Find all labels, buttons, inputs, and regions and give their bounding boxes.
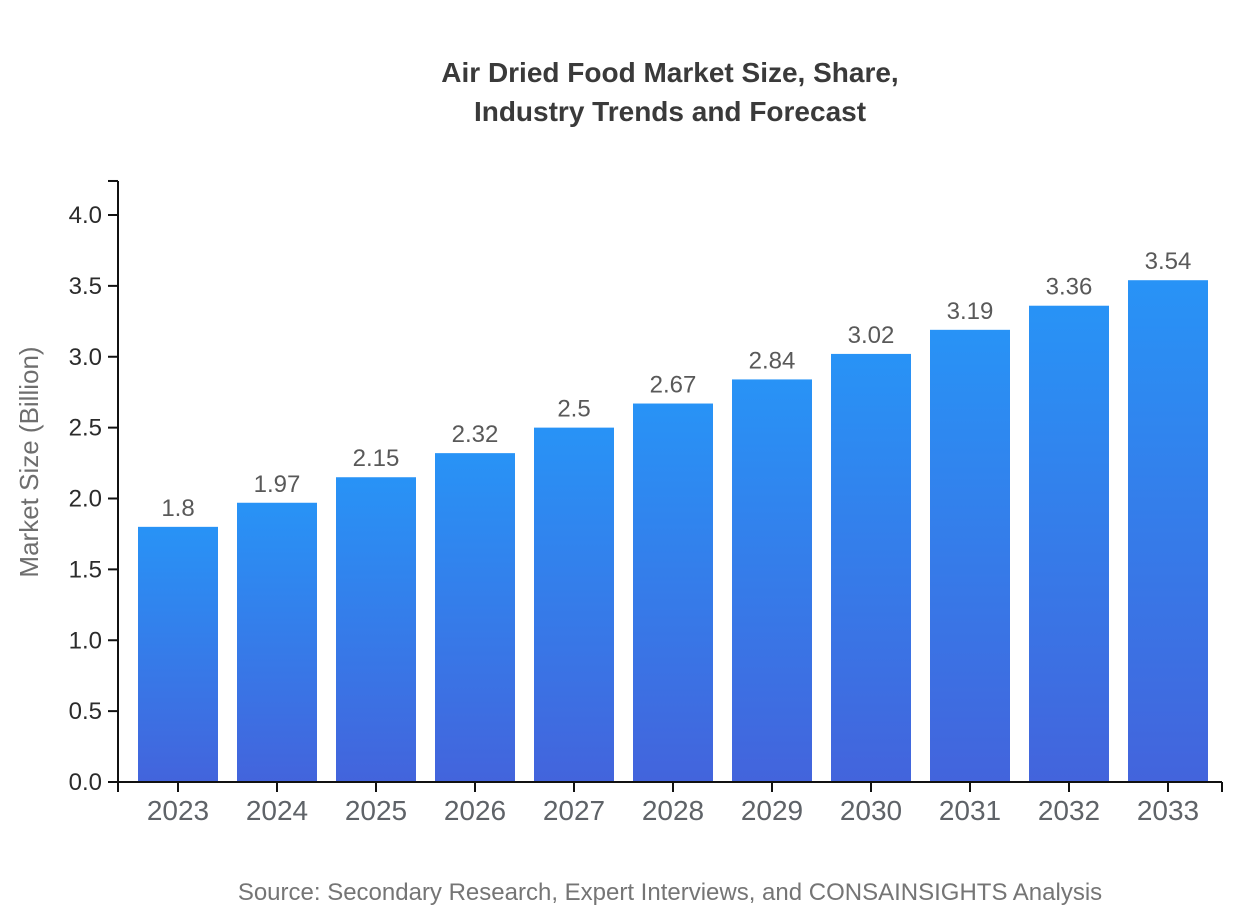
- bar: [138, 526, 218, 782]
- bar: [336, 477, 416, 782]
- bar-value-label: 2.5: [557, 396, 590, 423]
- x-tick-label: 2029: [741, 795, 803, 826]
- x-tick-label: 2024: [246, 795, 308, 826]
- y-tick-label: 1.0: [69, 627, 102, 654]
- chart-title-line-2: Industry Trends and Forecast: [474, 96, 866, 127]
- y-tick-label: 4.0: [69, 202, 102, 229]
- chart-title-line-1: Air Dried Food Market Size, Share,: [441, 57, 898, 88]
- plot-area: 1.8 2023 1.97 2024 2.15 2025 2.32 2026 2.5 2027 2.…: [69, 179, 1223, 826]
- x-tick-label: 2023: [147, 795, 209, 826]
- x-tick-label: 2026: [444, 795, 506, 826]
- bar: [534, 427, 614, 782]
- bar: [831, 353, 911, 782]
- source-note: Source: Secondary Research, Expert Inter…: [238, 879, 1102, 906]
- x-tick-label: 2031: [939, 795, 1001, 826]
- bar: [435, 453, 515, 782]
- x-tick-label: 2033: [1137, 795, 1199, 826]
- bar: [732, 379, 812, 782]
- bar: [930, 329, 1010, 782]
- bar-value-label: 1.97: [254, 471, 301, 498]
- bar-value-label: 3.54: [1145, 248, 1192, 275]
- y-tick-label: 0.0: [69, 769, 102, 796]
- y-tick-label: 3.0: [69, 344, 102, 371]
- bar: [237, 502, 317, 782]
- y-axis-title: Market Size (Billion): [14, 346, 44, 577]
- bar-value-label: 2.32: [452, 421, 499, 448]
- bar: [633, 403, 713, 782]
- x-tick-label: 2028: [642, 795, 704, 826]
- y-tick-label: 2.5: [69, 415, 102, 442]
- y-tick-label: 1.5: [69, 556, 102, 583]
- bar-value-label: 2.84: [749, 347, 796, 374]
- bar: [1029, 305, 1109, 782]
- x-tick-label: 2030: [840, 795, 902, 826]
- bar-value-label: 3.19: [947, 298, 994, 325]
- bar-value-label: 2.15: [353, 445, 400, 472]
- x-tick-label: 2025: [345, 795, 407, 826]
- bar-value-label: 3.36: [1046, 274, 1093, 301]
- bar: [1128, 280, 1208, 782]
- y-tick-label: 0.5: [69, 698, 102, 725]
- bar-value-label: 2.67: [650, 372, 697, 399]
- bar-value-label: 3.02: [848, 322, 895, 349]
- y-tick-label: 2.0: [69, 486, 102, 513]
- y-tick-label: 3.5: [69, 273, 102, 300]
- x-tick-label: 2032: [1038, 795, 1100, 826]
- x-tick-label: 2027: [543, 795, 605, 826]
- bar-value-label: 1.8: [161, 495, 194, 522]
